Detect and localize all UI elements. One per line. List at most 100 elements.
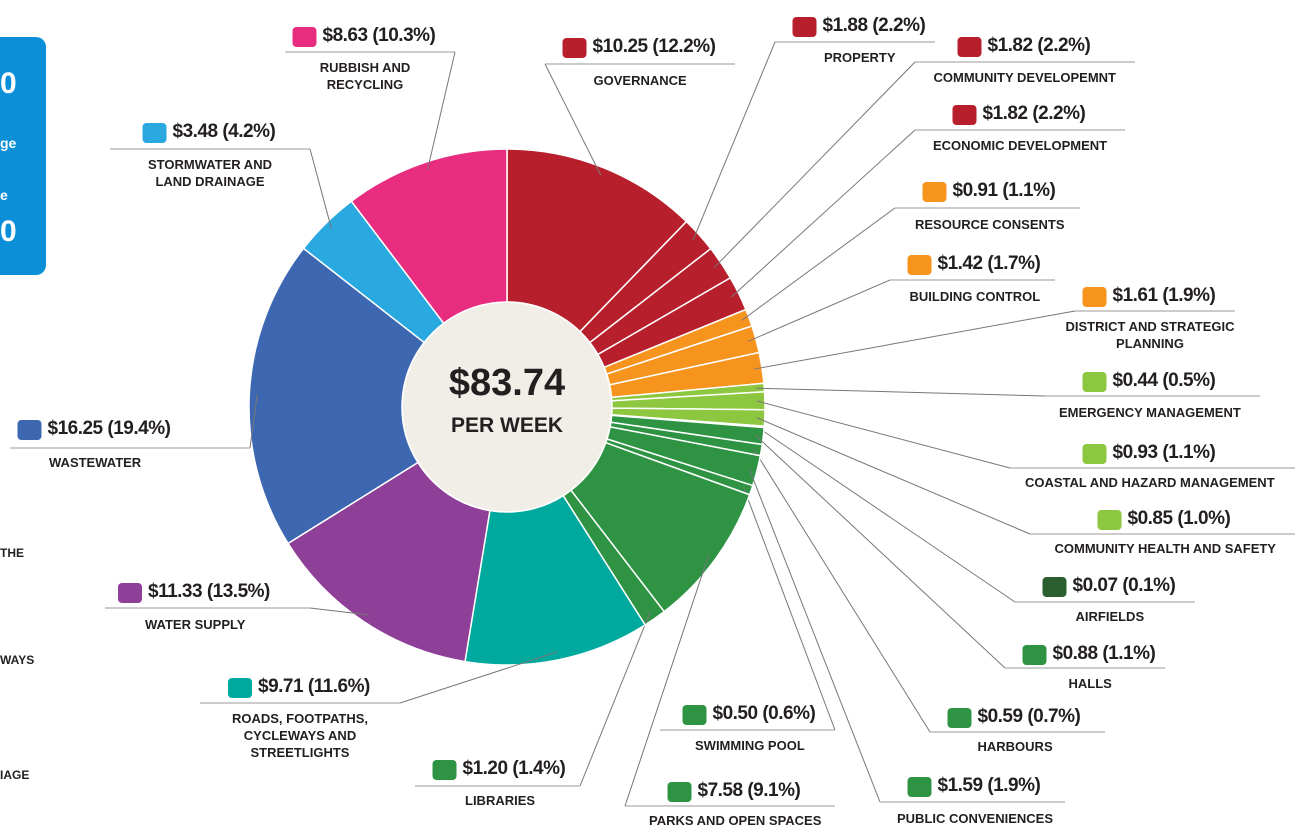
label-icon [682, 705, 707, 725]
value-label: $0.93 (1.1%) [1112, 442, 1216, 463]
edge-text: IAGE [0, 768, 30, 782]
segment [506, 148, 688, 333]
value-label: $0.88 (1.1%) [1052, 643, 1156, 664]
side-box: 0 ge e 0 [0, 37, 46, 275]
value-label: $8.63 (10.3%) [322, 25, 436, 46]
leader-line [579, 611, 651, 787]
value-label: $1.20 (1.4%) [462, 758, 566, 779]
label-icon [1082, 287, 1107, 307]
leader-line [624, 554, 710, 807]
value-label: $10.25 (12.2%) [592, 36, 716, 57]
category-label: WASTEWATER [49, 455, 142, 470]
category-label: PUBLIC CONVENIENCES [897, 811, 1054, 826]
value-label: $11.33 (13.5%) [148, 581, 270, 602]
value-label: $0.59 (0.7%) [977, 706, 1081, 727]
label-icon [1097, 510, 1122, 530]
value-label: $0.85 (1.0%) [1127, 508, 1231, 529]
label-icon [17, 420, 42, 440]
box-text: ge [0, 135, 17, 151]
value-label: $1.42 (1.7%) [937, 253, 1041, 274]
leader-line [756, 400, 1011, 469]
box-text: 0 [0, 67, 17, 100]
box-text: e [0, 187, 8, 203]
label-icon [1042, 577, 1067, 597]
leader-line [753, 448, 931, 733]
edge-text: THE [0, 546, 24, 560]
category-label: RESOURCE CONSENTS [915, 217, 1065, 232]
leader-line [754, 310, 1076, 370]
leader-line [748, 279, 891, 342]
label-icon [562, 38, 587, 58]
value-label: $0.50 (0.6%) [712, 703, 816, 724]
category-label: STORMWATER AND LAND DRAINAGE [148, 157, 272, 189]
label-icon [907, 255, 932, 275]
category-label: PROPERTY [824, 50, 896, 65]
leader-line [399, 651, 557, 704]
edge-text: WAYS [0, 653, 35, 667]
category-label: PARKS AND OPEN SPACES [649, 813, 822, 828]
label-icon [667, 782, 692, 802]
category-label: AIRFIELDS [1075, 609, 1145, 624]
value-label: $1.82 (2.2%) [982, 103, 1086, 124]
category-label: WATER SUPPLY [145, 617, 246, 632]
label-icon [142, 123, 167, 143]
category-label: ECONOMIC DEVELOPMENT [933, 138, 1108, 153]
value-label: $1.59 (1.9%) [937, 775, 1041, 796]
category-label: DISTRICT AND STRATEGIC PLANNING [1065, 319, 1235, 351]
leader-line [743, 487, 836, 731]
label-icon [432, 760, 457, 780]
category-label: RUBBISH AND RECYCLING [319, 60, 411, 92]
category-label: EMERGENCY MANAGEMENT [1059, 405, 1241, 420]
value-label: $0.44 (0.5%) [1112, 370, 1216, 391]
leader-line [748, 468, 881, 803]
leader-line [426, 51, 456, 171]
value-label: $9.71 (11.6%) [258, 676, 370, 697]
leader-line [741, 207, 896, 321]
category-label: GOVERNANCE [593, 73, 687, 88]
leader-line [755, 425, 1016, 603]
leader-line [755, 434, 1006, 669]
value-label: $1.82 (2.2%) [987, 35, 1091, 56]
segment [350, 148, 508, 325]
segment [248, 247, 426, 545]
category-label: COASTAL AND HAZARD MANAGEMENT [1025, 475, 1275, 490]
leader-line [544, 63, 602, 176]
category-label: LIBRARIES [465, 793, 536, 808]
donut-hole [403, 303, 611, 511]
leader-line [714, 61, 916, 268]
value-label: $3.48 (4.2%) [172, 121, 276, 142]
leader-line [731, 129, 916, 298]
center-label: PER WEEK [450, 414, 563, 437]
label-icon [1082, 444, 1107, 464]
leader-line [756, 417, 1031, 535]
label-icon [292, 27, 317, 47]
label-icon [792, 17, 817, 37]
center-value: $83.74 [448, 362, 566, 404]
value-label: $16.25 (19.4%) [47, 418, 171, 439]
label-icon [1082, 372, 1107, 392]
value-label: $1.88 (2.2%) [822, 15, 926, 36]
leader-line [756, 387, 1046, 397]
category-label: ROADS, FOOTPATHS, CYCLEWAYS AND STREETLI… [231, 711, 369, 760]
category-label: HALLS [1068, 676, 1112, 691]
label-icon [118, 583, 142, 603]
segment [464, 494, 647, 666]
label-icon [1022, 645, 1047, 665]
category-label: COMMUNITY DEVELOPEMNT [933, 70, 1117, 85]
value-label: $0.91 (1.1%) [952, 180, 1056, 201]
label-icon [957, 37, 982, 57]
category-label: BUILDING CONTROL [909, 289, 1041, 304]
leader-line [309, 607, 369, 616]
category-label: COMMUNITY HEALTH AND SAFETY [1054, 541, 1276, 556]
box-text: 0 [0, 215, 17, 248]
label-icon [922, 182, 947, 202]
leader-line [692, 41, 776, 241]
value-label: $7.58 (9.1%) [697, 780, 801, 801]
leader-line [309, 148, 333, 230]
label-icon [228, 678, 252, 698]
label-icon [952, 105, 977, 125]
label-icon [947, 708, 972, 728]
category-label: SWIMMING POOL [695, 738, 805, 753]
